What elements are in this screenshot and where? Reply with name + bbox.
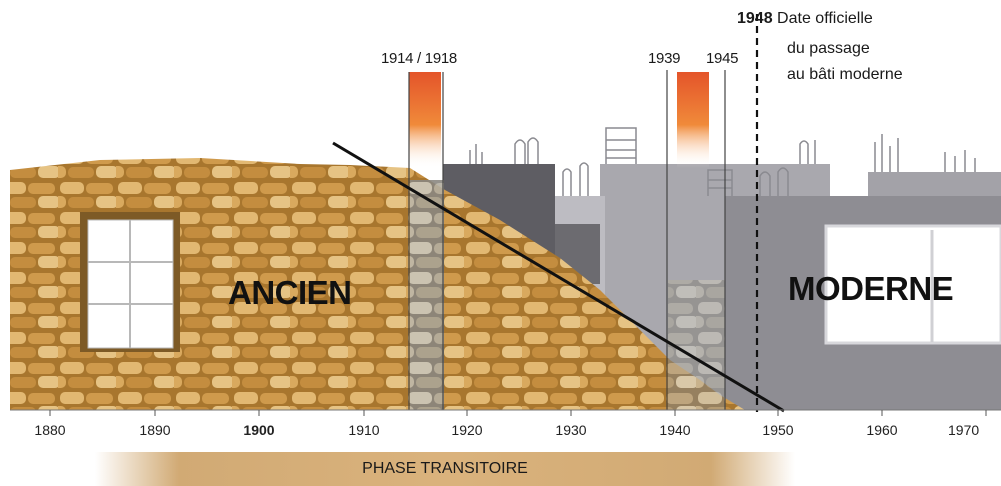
reference-text-2: du passage	[787, 40, 870, 57]
stone-transition-strip-2	[668, 280, 725, 410]
stone-transition-strip	[410, 180, 444, 410]
axis-tick-1950: 1950	[762, 422, 794, 438]
ancien-label: ANCIEN	[228, 274, 352, 311]
axis-tick-marks	[49, 410, 987, 416]
phase-transitoire-bar: PHASE TRANSITOIRE	[95, 452, 795, 486]
reference-text-1: Date officielle	[777, 10, 873, 27]
axis-tick-1880: 1880	[34, 422, 66, 438]
axis-tick-1930: 1930	[555, 422, 587, 438]
reference-text-3: au bâti moderne	[787, 66, 903, 83]
ancient-window-grid	[88, 220, 173, 348]
axis-tick-1920: 1920	[451, 422, 483, 438]
axis-tick-1940: 1940	[659, 422, 691, 438]
war2-start-label: 1939	[648, 50, 681, 67]
war2-heat-band	[677, 72, 709, 168]
axis-tick-1970: 1970	[948, 422, 980, 438]
war1-label: 1914 / 1918	[381, 50, 457, 67]
axis-tick-1890: 1890	[139, 422, 171, 438]
rebar-details	[469, 127, 976, 196]
modern-window	[824, 224, 1001, 345]
period-lines	[408, 70, 726, 410]
axis-tick-1910: 1910	[348, 422, 380, 438]
phase-transitoire-label: PHASE TRANSITOIRE	[362, 460, 528, 477]
axis-tick-1900: 1900	[243, 422, 275, 438]
war1-heat-band	[409, 72, 441, 168]
axis-tick-1960: 1960	[866, 422, 898, 438]
stone-wall	[10, 158, 745, 410]
reference-year: 1948	[737, 10, 773, 27]
reference-note: 1948 Date officielle	[737, 8, 873, 30]
war2-end-label: 1945	[706, 50, 739, 67]
moderne-label: MODERNE	[788, 270, 954, 307]
transition-diagonal	[332, 141, 785, 413]
